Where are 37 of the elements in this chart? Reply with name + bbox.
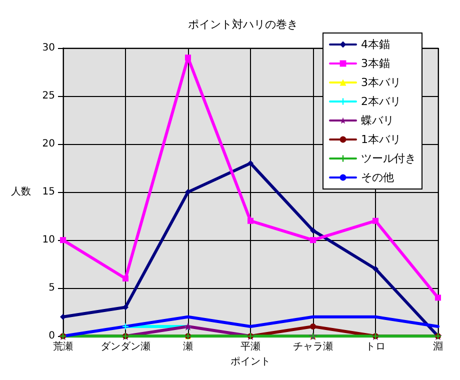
- point: [310, 237, 316, 244]
- legend-label: ツール付き: [361, 152, 416, 165]
- y-tick-label: 5: [48, 282, 55, 294]
- chart-title: ポイント対ハリの巻き: [188, 18, 298, 31]
- point: [185, 189, 191, 196]
- legend-label: 2本バリ: [361, 95, 401, 108]
- legend-label: その他: [361, 171, 394, 184]
- legend-label: 1本バリ: [361, 133, 401, 146]
- legend-label: 4本錨: [361, 38, 390, 51]
- y-tick-label: 25: [42, 90, 55, 102]
- legend-label: 3本バリ: [361, 76, 401, 89]
- y-tick-label: 0: [48, 330, 55, 342]
- point: [60, 237, 66, 244]
- point: [248, 218, 254, 224]
- point: [185, 54, 191, 61]
- point: [310, 324, 316, 330]
- point: [372, 218, 378, 224]
- legend-label: 蝶バリ: [361, 114, 394, 127]
- y-axis-title: 人数: [11, 186, 31, 198]
- legend-label: 3本錨: [361, 57, 390, 70]
- y-tick-label: 15: [42, 186, 55, 198]
- x-tick-label: 瀬: [183, 340, 193, 353]
- point: [122, 275, 128, 282]
- point: [310, 227, 316, 234]
- point: [372, 266, 378, 272]
- y-tick-label: 10: [42, 234, 55, 246]
- x-tick-label: 荒瀬: [53, 340, 73, 353]
- point: [435, 294, 441, 301]
- point: [248, 160, 254, 166]
- x-tick-label: 平瀬: [240, 340, 260, 353]
- x-tick-label: 淵: [433, 340, 443, 353]
- y-tick-label: 30: [42, 42, 55, 54]
- x-tick-label: ダンダン瀬: [100, 340, 150, 353]
- x-tick-label: トロ: [366, 342, 386, 353]
- x-tick-label: チャラ瀬: [293, 340, 333, 353]
- x-axis-title: ポイント: [230, 356, 270, 368]
- y-tick-label: 20: [42, 138, 55, 150]
